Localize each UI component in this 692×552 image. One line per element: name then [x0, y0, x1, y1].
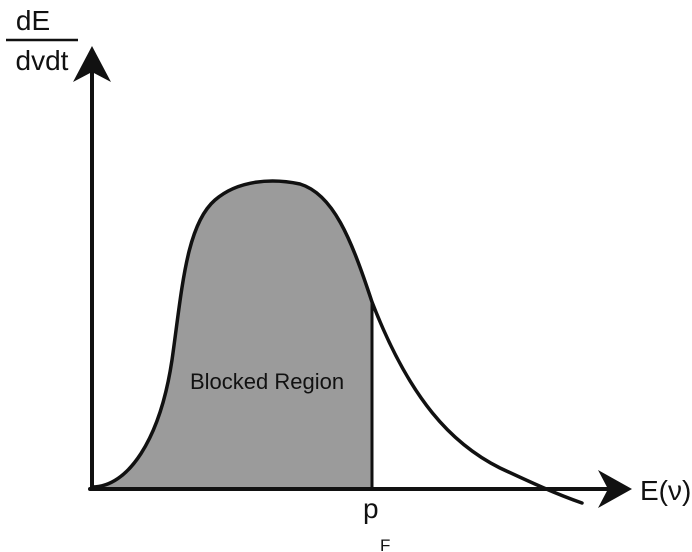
y-axis-label-numerator: dE — [16, 5, 50, 36]
cutoff-label: p F — [363, 493, 390, 552]
blocked-region-shading — [92, 181, 372, 488]
x-axis-label: E(ν) — [640, 475, 691, 506]
blocked-region-label: Blocked Region — [190, 369, 344, 394]
cutoff-label-main: p — [363, 493, 379, 524]
cutoff-label-subscript: F — [380, 536, 390, 552]
y-axis-label-denominator: dvdt — [16, 45, 69, 76]
y-axis-label: dE dvdt — [6, 5, 78, 76]
